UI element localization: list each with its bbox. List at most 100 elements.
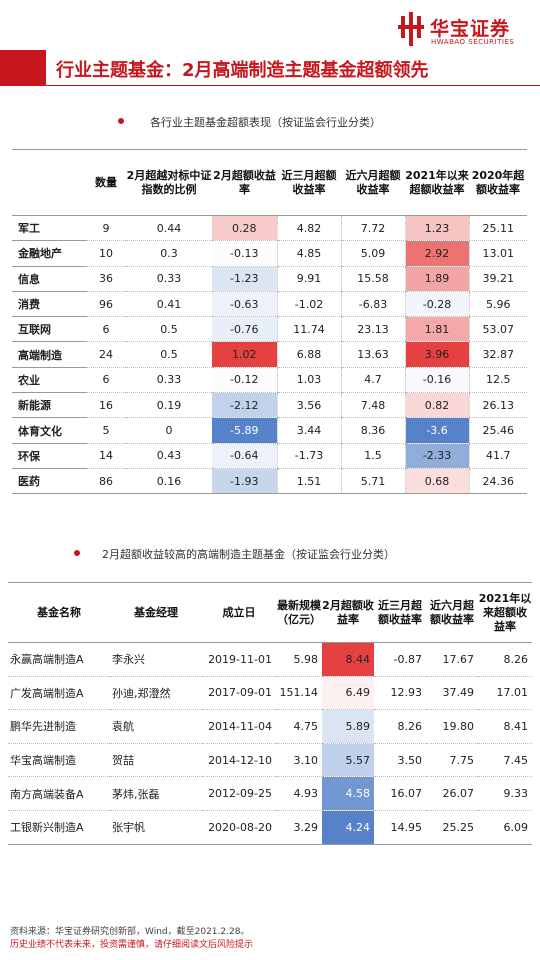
table1-cell-ytd: 3.96 (404, 341, 469, 368)
table1-cell-count: 9 (86, 215, 126, 242)
table2-cell-m3: 14.95 (374, 810, 426, 845)
table2-cell-m6: 19.80 (426, 709, 478, 744)
table1-header (12, 149, 86, 216)
table1-cell-ratio: 0.41 (126, 291, 212, 318)
footer-notes: 资料来源：华宝证券研究创新部，Wind，截至2021.2.28。 历史业绩不代表… (10, 926, 253, 952)
table1-cell-y2020: 12.5 (468, 367, 527, 394)
table1-cell-count: 24 (86, 341, 126, 368)
table2-row: 工银新兴制造A 张宇帆 2020-08-20 3.29 4.24 14.95 25.25 6.… (8, 810, 532, 845)
table1-cell-m6: 15.58 (340, 266, 405, 292)
table2-cell-m3: 12.93 (374, 676, 426, 711)
table1-cell-ratio: 0.33 (126, 266, 212, 292)
table1-cell-m6: 5.71 (340, 468, 405, 495)
table2-header-row: 基金名称 基金经理 成立日 最新规模（亿元） 2月超额收益率 近三月超额收益率 … (8, 582, 532, 643)
brand-name-cn: 华宝证券 (430, 18, 511, 40)
table2-cell-ytd: 7.45 (478, 743, 532, 778)
table1-cell-m6: 1.5 (340, 443, 405, 469)
table2-cell-size: 5.98 (276, 642, 322, 677)
table1-cell-m3: 1.03 (276, 367, 341, 394)
table1-caption: 各行业主题基金超额表现（按证监会行业分类） (0, 112, 540, 132)
table2-cell-m3: -0.87 (374, 642, 426, 677)
table1-cell-count: 86 (86, 468, 126, 495)
page-title: 行业主题基金：2月高端制造主题基金超额领先 (56, 60, 429, 81)
table2-cell-fund: 广发高端制造A (8, 676, 110, 711)
table2-cell-feb: 5.57 (322, 743, 374, 778)
table1-cell-m6: 8.36 (340, 417, 405, 444)
table1-cell-ytd: 1.23 (404, 215, 469, 242)
table1-cell-y2020: 25.11 (468, 215, 527, 242)
table2-cell-manager: 袁航 (110, 709, 202, 744)
table2-cell-date: 2014-11-04 (202, 709, 276, 744)
table1-cell-m6: -6.83 (340, 291, 405, 318)
table1-header: 2021年以来超额收益率 (405, 149, 469, 216)
table1-cell-y2020: 26.13 (468, 392, 527, 419)
table2-cell-m6: 37.49 (426, 676, 478, 711)
table2-cell-manager: 张宇帆 (110, 810, 202, 845)
high-end-manufacturing-fund-table: 基金名称 基金经理 成立日 最新规模（亿元） 2月超额收益率 近三月超额收益率 … (8, 582, 532, 845)
table1-cell-ytd: -0.16 (404, 367, 469, 394)
table1-cell-feb: -1.23 (212, 266, 277, 292)
table2-cell-m6: 25.25 (426, 810, 478, 845)
table2-cell-feb: 6.49 (322, 676, 374, 711)
table1-cell-m6: 4.7 (340, 367, 405, 394)
table1-cell-name: 医药 (12, 468, 86, 495)
table2-header: 基金名称 (8, 582, 110, 643)
table1-cell-m3: 3.44 (276, 417, 341, 444)
table1-cell-feb: -0.64 (212, 443, 277, 469)
table2-header: 2月超额收益率 (322, 582, 374, 643)
risk-warning: 历史业绩不代表未来，投资需谨慎，请仔细阅读文后风险提示 (10, 940, 254, 950)
brand-name-en: HWABAO SECURITIES (431, 38, 515, 46)
table2-row: 永赢高端制造A 李永兴 2019-11-01 5.98 8.44 -0.87 17.67 8.… (8, 642, 532, 677)
table1-cell-m3: 3.56 (276, 392, 341, 419)
table1-cell-count: 16 (86, 392, 126, 419)
table2-cell-date: 2014-12-10 (202, 743, 276, 778)
table1-cell-feb: -1.93 (212, 468, 277, 495)
table1-cell-y2020: 5.96 (468, 291, 527, 318)
title-accent-block (0, 50, 46, 86)
table1-row: 消费 96 0.41 -0.63 -1.02 -6.83 -0.28 5.96 (12, 291, 527, 318)
table1-header: 2020年超额收益率 (469, 149, 527, 216)
table1-cell-count: 36 (86, 266, 126, 292)
table1-cell-count: 5 (86, 417, 126, 444)
table1-row: 农业 6 0.33 -0.12 1.03 4.7 -0.16 12.5 (12, 367, 527, 394)
table2-header: 最新规模（亿元） (276, 582, 322, 643)
table2-cell-manager: 孙迪,郑澄然 (110, 676, 202, 711)
table1-cell-ratio: 0.5 (126, 316, 212, 343)
table2-cell-size: 151.14 (276, 676, 322, 711)
brand-mark-icon (398, 12, 424, 46)
table2-cell-manager: 李永兴 (110, 642, 202, 677)
table1-cell-m3: 1.51 (276, 468, 341, 495)
table2-cell-ytd: 17.01 (478, 676, 532, 711)
table1-cell-ytd: 0.68 (404, 468, 469, 495)
table1-row: 医药 86 0.16 -1.93 1.51 5.71 0.68 24.36 (12, 468, 527, 495)
table1-cell-ratio: 0 (126, 417, 212, 444)
table1-cell-name: 军工 (12, 215, 86, 242)
table1-cell-y2020: 24.36 (468, 468, 527, 495)
table2-row: 华宝高端制造 贺喆 2014-12-10 3.10 5.57 3.50 7.75 7.45 (8, 743, 532, 778)
table1-cell-name: 体育文化 (12, 417, 86, 444)
table2-cell-m3: 16.07 (374, 776, 426, 811)
table1-row: 军工 9 0.44 0.28 4.82 7.72 1.23 25.11 (12, 215, 527, 242)
table1-header: 数量 (86, 149, 126, 216)
table1-cell-ratio: 0.43 (126, 443, 212, 469)
table1-cell-m3: 9.91 (276, 266, 341, 292)
table1-cell-y2020: 53.07 (468, 316, 527, 343)
table1-cell-ratio: 0.16 (126, 468, 212, 495)
table2-cell-ytd: 8.41 (478, 709, 532, 744)
table2-cell-size: 4.75 (276, 709, 322, 744)
table2-row: 鹏华先进制造 袁航 2014-11-04 4.75 5.89 8.26 19.80 8.41 (8, 709, 532, 744)
table1-cell-name: 互联网 (12, 316, 86, 343)
table2-cell-feb: 4.58 (322, 776, 374, 811)
table2-cell-feb: 4.24 (322, 810, 374, 845)
table1-cell-feb: -2.12 (212, 392, 277, 419)
brand-logo: 华宝证券 HWABAO SECURITIES (398, 12, 538, 48)
table2-cell-m6: 26.07 (426, 776, 478, 811)
table1-cell-ytd: 0.82 (404, 392, 469, 419)
table1-row: 信息 36 0.33 -1.23 9.91 15.58 1.89 39.21 (12, 266, 527, 292)
table2-cell-m3: 8.26 (374, 709, 426, 744)
title-underline (46, 85, 540, 86)
table2-row: 广发高端制造A 孙迪,郑澄然 2017-09-01 151.14 6.49 12.93 37… (8, 676, 532, 711)
table2-cell-feb: 8.44 (322, 642, 374, 677)
table1-row: 金融地产 10 0.3 -0.13 4.85 5.09 2.92 13.01 (12, 240, 527, 267)
table2-header: 近六月超额收益率 (426, 582, 478, 643)
